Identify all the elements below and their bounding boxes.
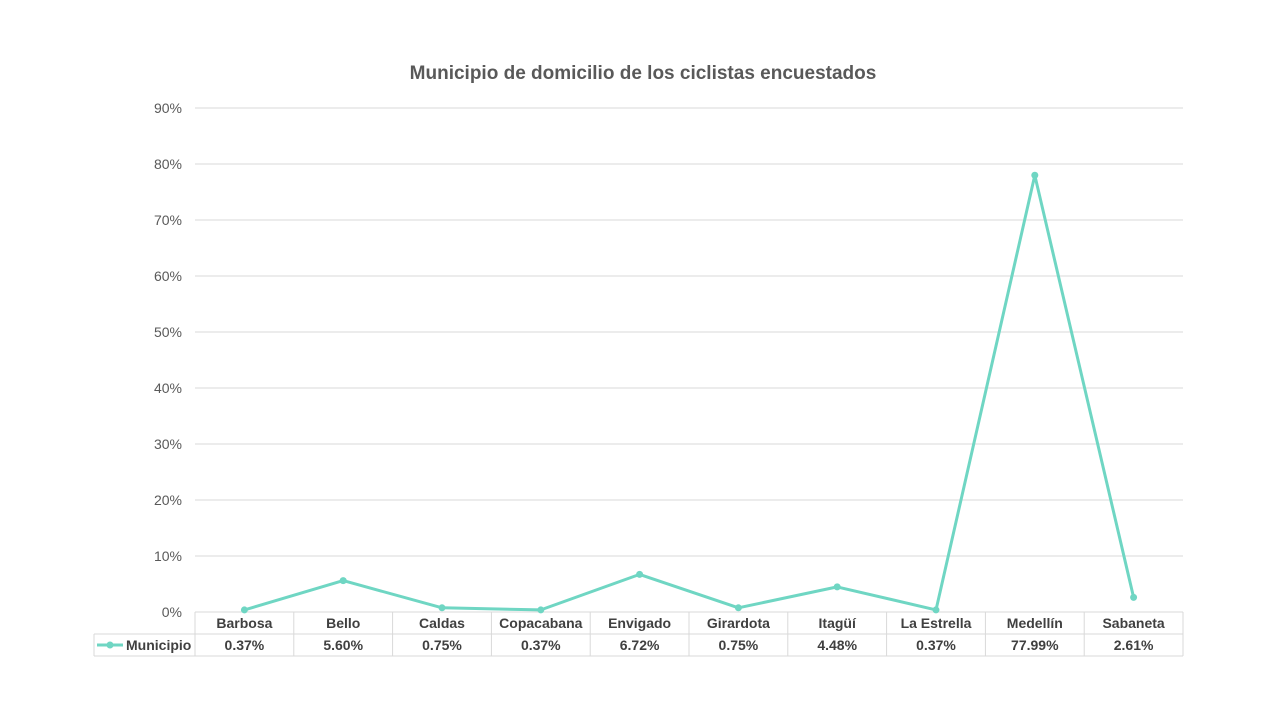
legend-marker-icon [106,641,114,649]
data-point [1130,593,1138,601]
series-municipio [240,171,1138,614]
data-table: Barbosa Bello Caldas Copacabana Envigado Gira… [93,611,1184,657]
category-label: Envigado [608,615,671,631]
data-label: 6.72% [620,637,660,653]
data-label: 0.37% [225,637,265,653]
data-point [636,570,644,578]
data-label: 77.99% [1011,637,1059,653]
data-point [833,583,841,591]
data-label: 0.37% [521,637,561,653]
data-label: 2.61% [1114,637,1154,653]
data-point [339,577,347,585]
data-point [537,606,545,614]
data-label: 0.37% [916,637,956,653]
data-label: 4.48% [817,637,857,653]
data-point [438,604,446,612]
category-label: Medellín [1007,615,1063,631]
category-label: Itagüí [819,615,857,631]
category-label: Bello [326,615,360,631]
y-tick-label: 50% [154,324,182,340]
legend-label: Municipio [126,637,191,653]
y-tick-label: 0% [162,604,182,620]
category-label: La Estrella [901,615,972,631]
data-label: 0.75% [422,637,462,653]
y-tick-label: 30% [154,436,182,452]
category-label: Girardota [707,615,770,631]
y-tick-label: 60% [154,268,182,284]
gridlines [195,107,1183,557]
data-label: 5.60% [323,637,363,653]
y-tick-label: 80% [154,156,182,172]
chart-title: Municipio de domicilio de los ciclistas … [410,63,877,84]
category-label: Copacabana [499,615,582,631]
category-label: Sabaneta [1102,615,1164,631]
data-point [240,606,248,614]
category-label: Caldas [419,615,465,631]
data-point [1031,171,1039,179]
y-axis-ticks: 0% 10% 20% 30% 40% 50% 60% 70% 80% 90% [154,100,182,620]
y-tick-label: 10% [154,548,182,564]
data-point [932,606,940,614]
y-tick-label: 20% [154,492,182,508]
data-label: 0.75% [719,637,759,653]
y-tick-label: 70% [154,212,182,228]
y-tick-label: 40% [154,380,182,396]
series-line [243,173,1136,612]
data-point [734,604,742,612]
y-tick-label: 90% [154,100,182,116]
category-label: Barbosa [216,615,272,631]
